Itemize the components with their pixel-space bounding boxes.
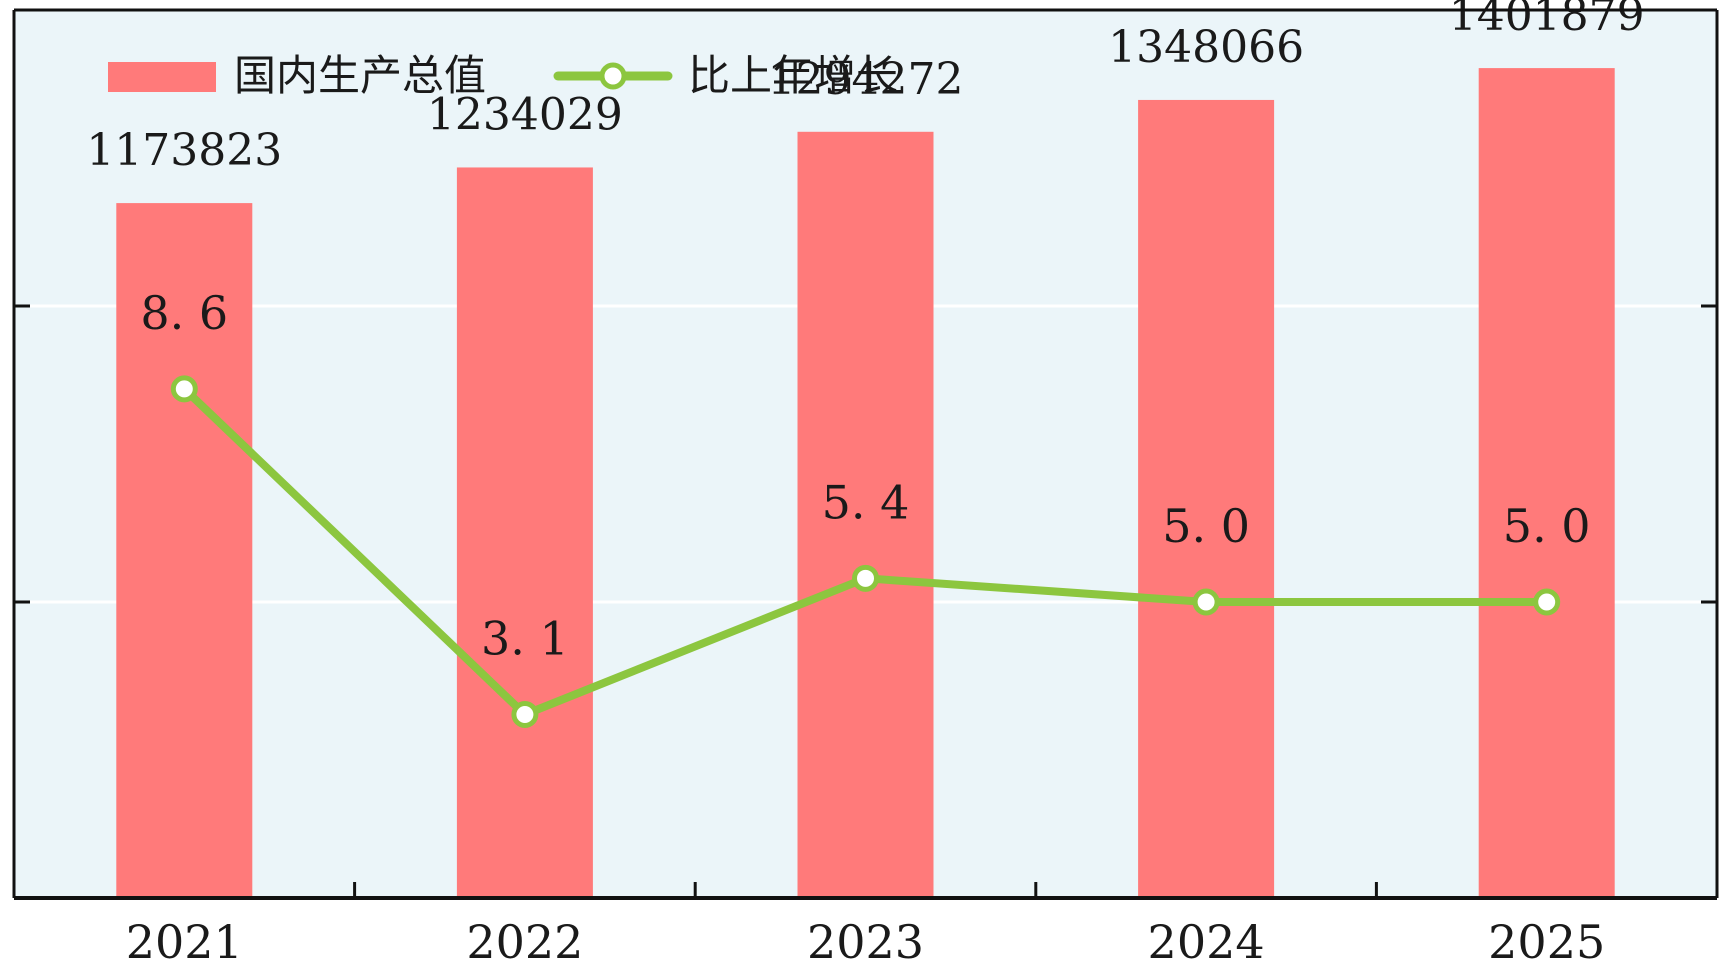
bar-2025 <box>1478 68 1615 898</box>
growth-value-label-2023: 5. 4 <box>822 475 910 529</box>
bar-2021 <box>116 203 253 898</box>
bar-value-label-2021: 1173823 <box>86 125 282 176</box>
x-tick-label-2023: 2023 <box>807 915 924 969</box>
growth-value-label-2021: 8. 6 <box>140 286 228 340</box>
legend-marker-growth <box>599 62 627 90</box>
bar-value-label-2024: 1348066 <box>1108 22 1304 73</box>
x-axis-tick-labels: 2021 2022 2023 2024 2025 <box>126 915 1605 969</box>
rate-value-labels: 8. 6 3. 1 5. 4 5. 0 5. 0 <box>140 286 1590 666</box>
growth-value-label-2025: 5. 0 <box>1503 499 1591 553</box>
legend-label-growth: 比上年增长 <box>688 51 898 100</box>
growth-value-label-2024: 5. 0 <box>1162 499 1250 553</box>
growth-point-2025 <box>1533 588 1561 616</box>
bar-value-labels: 1173823 1234029 1294272 1348066 1401879 <box>86 0 1644 176</box>
bar-value-label-2022: 1234029 <box>427 89 623 140</box>
x-tick-label-2021: 2021 <box>126 915 243 969</box>
growth-point-2024 <box>1192 588 1220 616</box>
x-tick-label-2024: 2024 <box>1148 915 1265 969</box>
growth-point-2023 <box>852 564 879 592</box>
bar-2022 <box>456 167 593 898</box>
x-tick-label-2025: 2025 <box>1488 915 1605 969</box>
bar-2023 <box>797 131 934 899</box>
bar-series <box>116 68 1615 899</box>
bar-2024 <box>1138 99 1275 898</box>
bar-value-label-2023: 1294272 <box>768 54 964 105</box>
legend-swatch-gdp <box>108 62 216 92</box>
growth-point-2021 <box>170 375 198 403</box>
legend: 国内生产总值 比上年增长 <box>108 51 898 100</box>
plot-frame <box>12 8 1719 900</box>
growth-value-label-2022: 3. 1 <box>481 611 569 665</box>
growth-point-2022 <box>511 700 539 728</box>
legend-label-gdp: 国内生产总值 <box>234 51 486 100</box>
x-tick-label-2022: 2022 <box>466 915 583 969</box>
line-series <box>170 375 1561 728</box>
bar-value-label-2025: 1401879 <box>1449 0 1645 41</box>
